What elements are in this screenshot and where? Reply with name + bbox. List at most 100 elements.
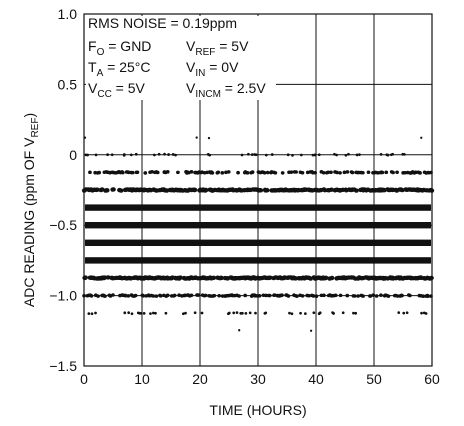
y-tick-label: 1.0: [58, 6, 78, 22]
annotation-sub: CC: [97, 89, 111, 100]
x-tick-label: 20: [192, 371, 208, 387]
data-point: [371, 293, 376, 297]
data-point: [171, 153, 175, 156]
data-point: [418, 171, 422, 175]
data-point: [286, 153, 290, 157]
data-point: [224, 170, 228, 175]
data-point: [141, 294, 146, 298]
data-point: [265, 170, 270, 175]
data-point: [151, 311, 155, 315]
y-axis-label-sub: REF: [30, 118, 41, 138]
annotation-tail: = GND: [104, 38, 151, 54]
data-point: [352, 311, 355, 315]
data-point: [235, 311, 239, 315]
data-point: [133, 293, 138, 298]
data-point: [203, 293, 208, 298]
annotation-main: V: [186, 80, 196, 96]
y-tick-label: 0: [69, 147, 77, 163]
y-axis-label-tail: ): [21, 113, 37, 118]
data-point: [135, 170, 140, 175]
data-point: [163, 152, 166, 156]
data-point: [286, 294, 291, 298]
data-point: [386, 153, 390, 157]
data-point: [94, 153, 98, 157]
annotation-text: VCC = 5V: [88, 80, 146, 100]
data-point: [178, 275, 183, 280]
data-point: [104, 188, 110, 193]
annotation-main: RMS NOISE = 0.19ppm: [88, 15, 237, 31]
data-point: [304, 312, 307, 316]
data-point: [158, 294, 163, 298]
data-point: [211, 275, 217, 281]
data-point: [212, 293, 217, 298]
annotation-main: V: [88, 80, 98, 96]
annotation-text: VINCM = 2.5V: [186, 80, 266, 100]
data-point: [347, 152, 350, 156]
data-point: [402, 311, 406, 315]
data-point: [354, 311, 358, 315]
data-point: [400, 293, 404, 298]
data-point: [311, 294, 316, 298]
data-point: [273, 171, 278, 175]
data-point: [289, 170, 294, 174]
data-point: [192, 187, 198, 193]
annotation-text: FO = GND: [88, 38, 151, 58]
data-point: [164, 311, 168, 315]
y-tick-label: −1.5: [49, 358, 77, 374]
data-point: [420, 311, 423, 315]
data-point: [254, 294, 259, 298]
data-point: [402, 152, 406, 156]
x-tick-label: 40: [308, 371, 324, 387]
data-point: [329, 170, 333, 175]
annotation-sub: INCM: [195, 89, 221, 100]
data-point: [106, 153, 109, 157]
data-point: [313, 170, 318, 175]
data-point: [361, 294, 365, 298]
data-point: [88, 170, 92, 175]
data-point-band: [85, 257, 431, 264]
data-point: [294, 170, 298, 174]
data-point: [97, 170, 102, 175]
data-point: [338, 171, 342, 175]
data-point: [264, 188, 270, 193]
data-point: [361, 170, 365, 175]
data-point: [264, 153, 268, 157]
data-point: [127, 311, 131, 315]
data-point: [129, 153, 133, 157]
data-point: [177, 293, 181, 298]
data-point: [103, 294, 107, 298]
data-point: [155, 170, 160, 175]
y-tick-label: −0.5: [49, 217, 77, 233]
data-point: [352, 294, 357, 298]
data-point: [264, 293, 268, 298]
data-point: [123, 293, 128, 298]
x-tick-label: 0: [80, 371, 88, 387]
data-point: [420, 136, 423, 139]
annotation-sub: O: [97, 47, 105, 58]
data-point: [342, 170, 347, 175]
data-point: [356, 294, 360, 298]
data-point: [395, 170, 399, 175]
annotation-tail: = 0V: [205, 59, 239, 75]
data-point: [313, 153, 317, 157]
data-point: [189, 293, 194, 298]
annotation-tail: = 2.5V: [221, 80, 266, 96]
data-point: [310, 329, 313, 333]
y-tick-label: 0.5: [58, 76, 78, 92]
data-point: [210, 171, 215, 175]
data-point: [329, 275, 335, 281]
x-axis-label: TIME (HOURS): [209, 402, 306, 418]
data-point: [397, 311, 401, 315]
data-point: [358, 153, 361, 157]
annotation-tail: = 25°C: [103, 59, 150, 75]
annotation-main: T: [88, 59, 97, 75]
annotation-main: F: [88, 38, 97, 54]
data-point: [105, 275, 111, 280]
data-point: [408, 293, 412, 298]
data-point: [86, 153, 89, 157]
data-point: [299, 311, 302, 315]
data-point: [153, 153, 156, 157]
data-point: [314, 294, 319, 298]
